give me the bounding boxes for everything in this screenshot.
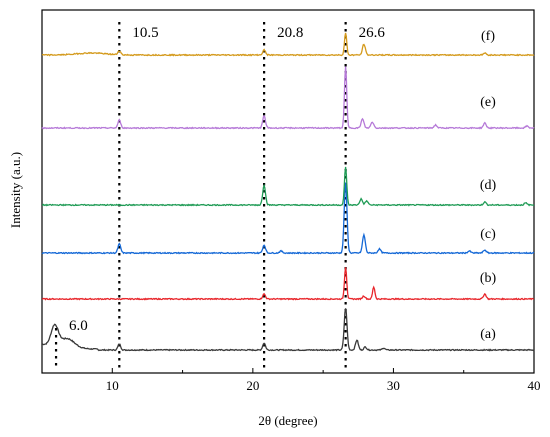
axes: 10 20 30 40 xyxy=(41,368,541,393)
series-line-1 xyxy=(42,308,535,352)
peak-annotations: 6.0 10.5 20.8 26.6 xyxy=(69,25,385,334)
series-tag-3: (c) xyxy=(480,227,496,242)
peak-label-2: 10.5 xyxy=(132,25,158,41)
series-tags: (a) (b) (c) (d) (e) (f) xyxy=(480,29,497,342)
series-line-4 xyxy=(41,166,535,207)
series-tag-1: (a) xyxy=(480,327,496,342)
x-tick-label-1: 10 xyxy=(106,378,119,393)
plot-frame xyxy=(41,9,535,374)
plot-area xyxy=(41,9,535,374)
series-line-3 xyxy=(41,182,535,255)
series-tag-5: (e) xyxy=(480,95,496,110)
reference-lines xyxy=(54,22,347,370)
y-axis-title: Intensity (a.u.) xyxy=(8,152,23,228)
x-tick-label-4: 40 xyxy=(528,378,541,393)
peak-label-3: 20.8 xyxy=(277,25,303,41)
x-tick-label-3: 30 xyxy=(387,378,400,393)
series-tag-4: (d) xyxy=(480,178,497,193)
series-line-2 xyxy=(41,267,535,301)
series-line-6 xyxy=(41,32,535,57)
peak-label-4: 26.6 xyxy=(359,25,386,41)
series-tag-6: (f) xyxy=(481,29,495,44)
series-tag-2: (b) xyxy=(480,271,497,286)
series-lines xyxy=(41,32,535,352)
x-axis-title: 2θ (degree) xyxy=(258,413,317,428)
x-tick-label-2: 20 xyxy=(246,378,259,393)
series-line-5 xyxy=(41,66,535,130)
peak-label-1: 6.0 xyxy=(69,318,88,334)
